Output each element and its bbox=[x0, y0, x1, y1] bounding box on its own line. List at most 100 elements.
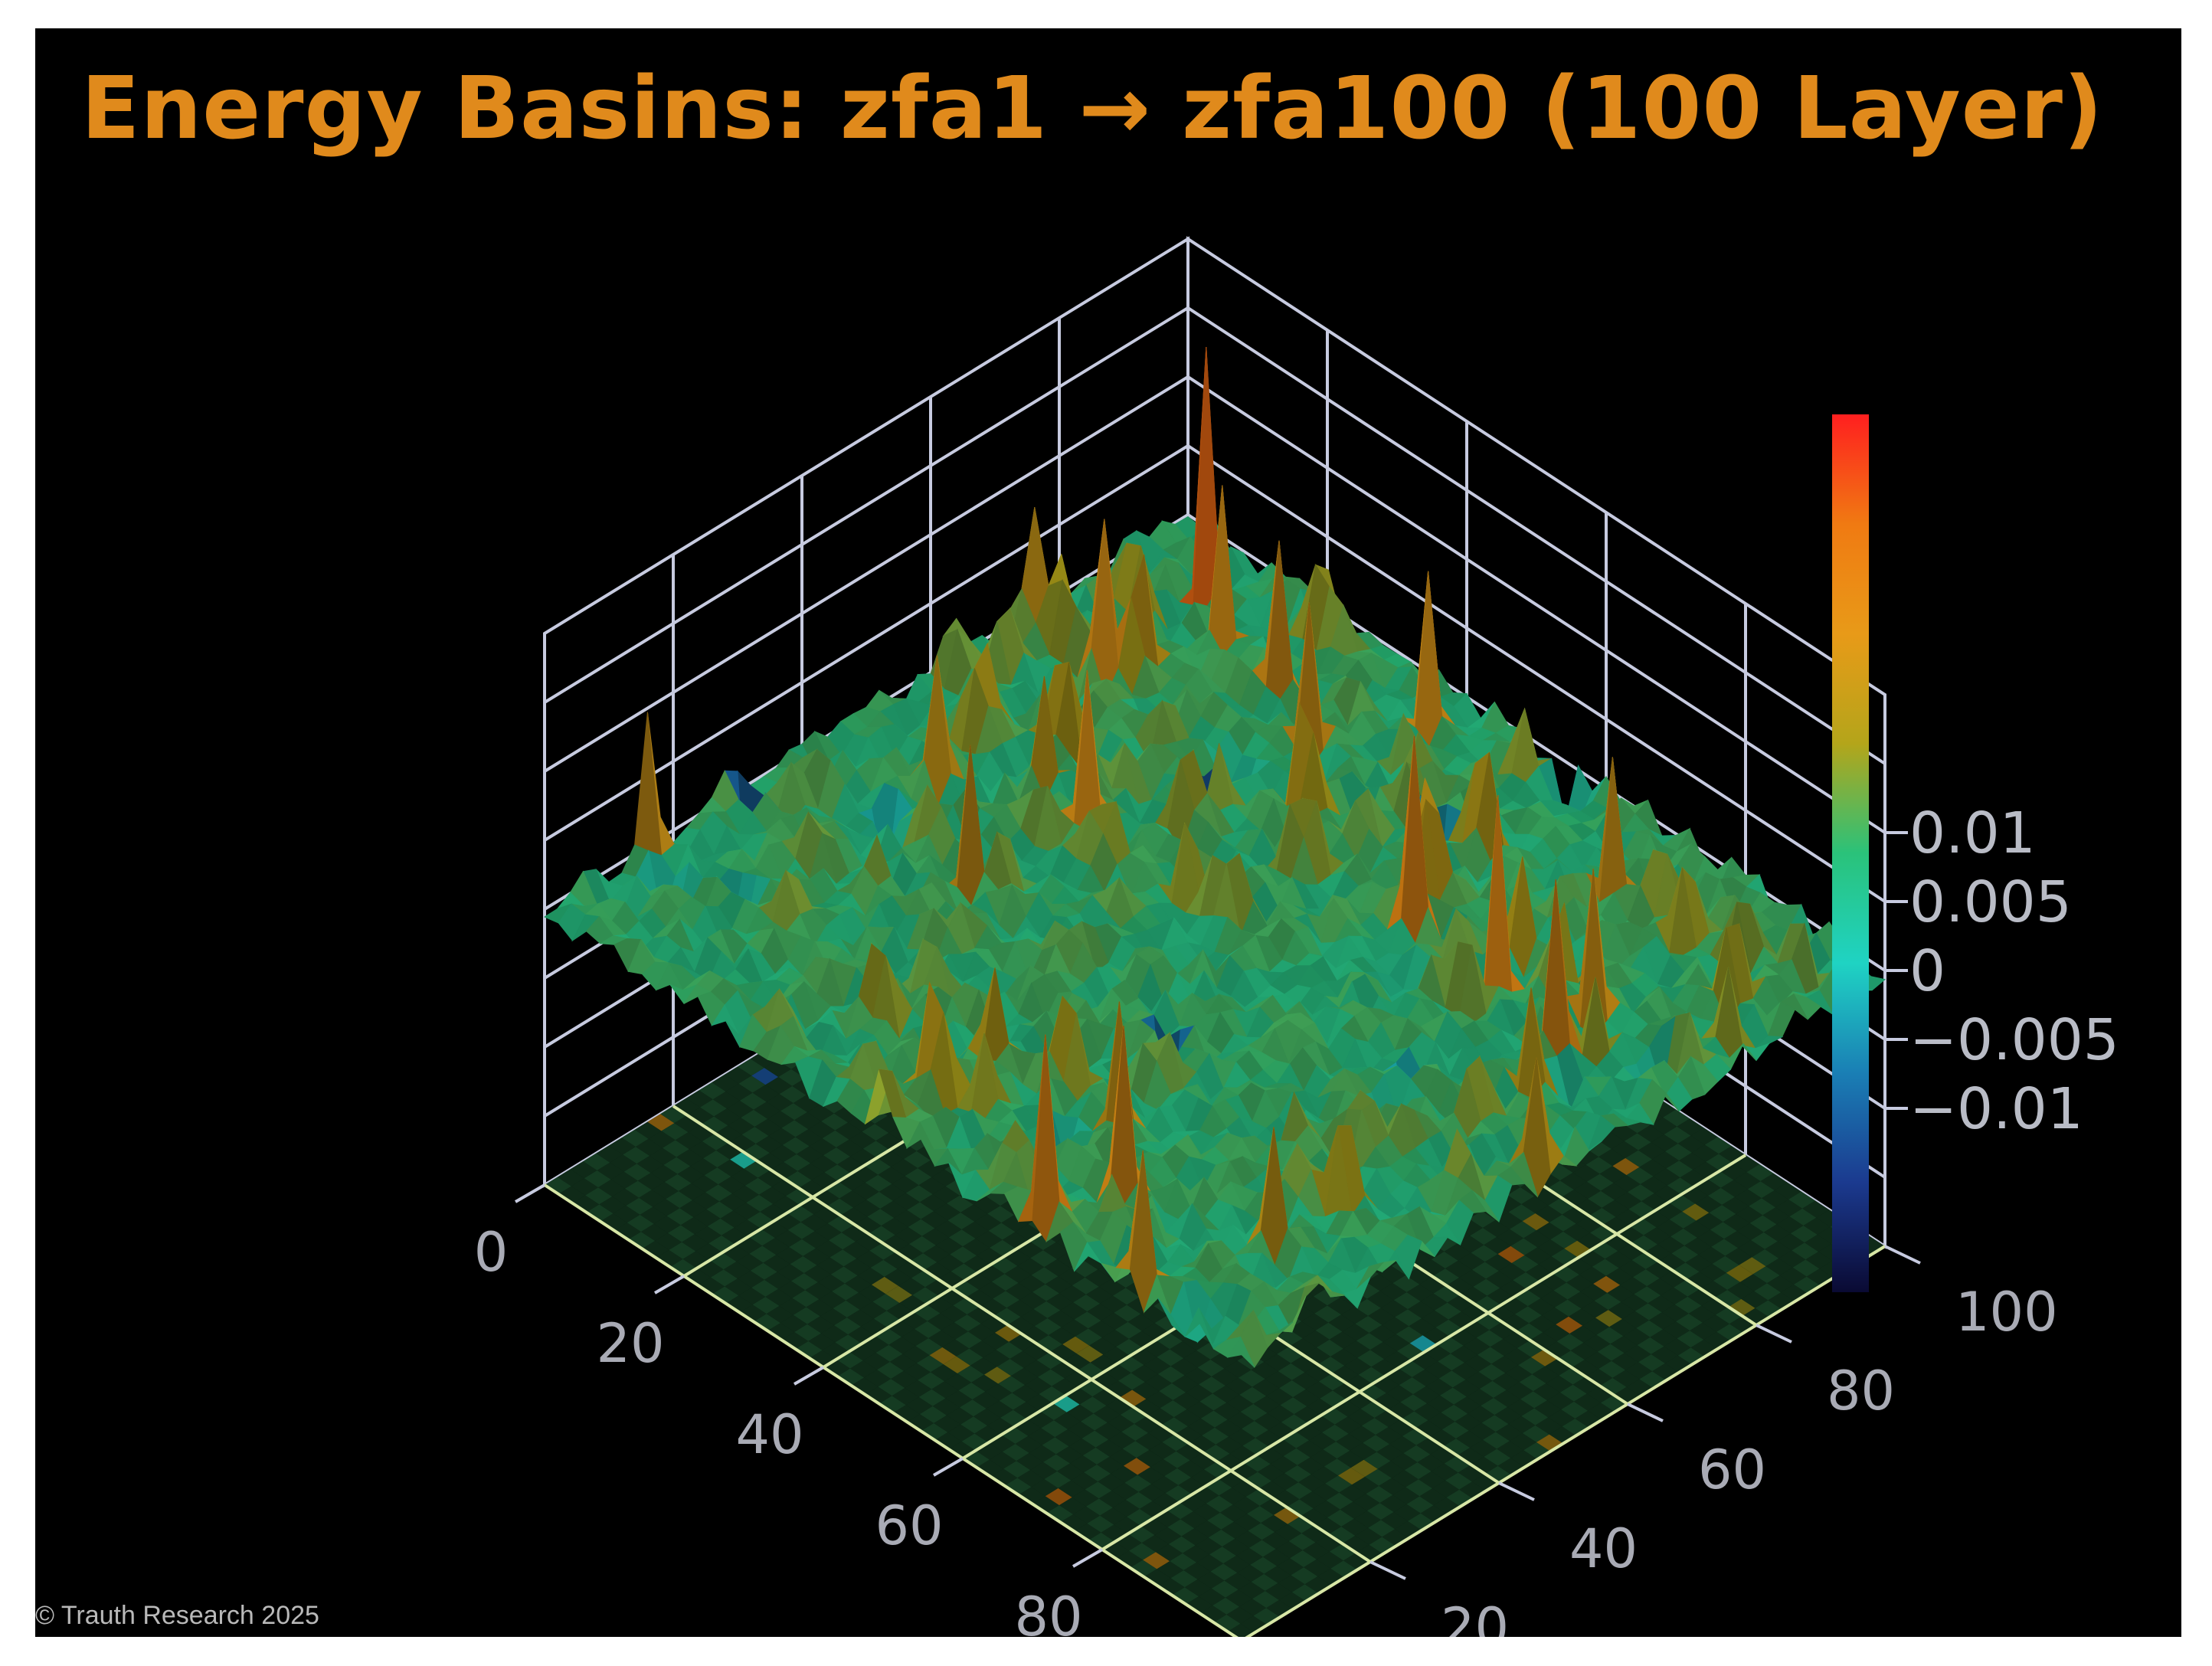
floor-cell bbox=[794, 1112, 822, 1130]
floor-cell bbox=[1561, 1190, 1589, 1207]
floor-cell bbox=[1209, 1547, 1236, 1564]
floor-cell bbox=[1683, 1220, 1710, 1238]
floor-cell bbox=[1535, 1205, 1562, 1222]
floor-cell bbox=[1416, 1437, 1444, 1455]
floor-cell bbox=[1386, 1385, 1413, 1403]
floor-cell bbox=[880, 1200, 908, 1218]
floor-cell bbox=[1001, 1215, 1029, 1232]
floor-cell bbox=[816, 1240, 843, 1258]
floor-cell bbox=[1550, 1231, 1578, 1249]
floor-cell bbox=[1661, 1287, 1688, 1304]
floor-cell bbox=[1304, 1364, 1332, 1382]
floor-cell bbox=[1238, 1370, 1265, 1387]
floor-cell bbox=[908, 1219, 935, 1236]
floor-cell bbox=[625, 1180, 652, 1198]
floor-cell bbox=[932, 1398, 960, 1416]
floor-cell bbox=[1327, 1298, 1354, 1315]
floor-cell bbox=[1412, 1369, 1439, 1386]
floor-cell bbox=[1168, 1536, 1196, 1553]
floor-cell bbox=[1536, 1222, 1563, 1240]
floor-cell bbox=[1221, 1521, 1248, 1539]
floor-cell bbox=[584, 1170, 611, 1188]
floor-gridline bbox=[1101, 1154, 1747, 1551]
floor-cell bbox=[755, 1135, 783, 1154]
floor-cell bbox=[1134, 1416, 1161, 1433]
floor-cell bbox=[1339, 1484, 1366, 1502]
floor-cell bbox=[1572, 1376, 1600, 1394]
floor-cell bbox=[1517, 1340, 1544, 1357]
floor-cell bbox=[655, 1232, 682, 1250]
floor-cell bbox=[1574, 1393, 1601, 1411]
floor-cell bbox=[1049, 1344, 1077, 1362]
floor-cell bbox=[1197, 1359, 1225, 1377]
floor-cell bbox=[837, 1368, 865, 1386]
floor-cell bbox=[1749, 1198, 1776, 1216]
floor-cell bbox=[907, 1202, 934, 1219]
floor-cell bbox=[1457, 1236, 1484, 1253]
floor-cell bbox=[1210, 1563, 1238, 1581]
floor-cell bbox=[1562, 1206, 1589, 1224]
floor-cell bbox=[1290, 1550, 1317, 1568]
floor-cell bbox=[1634, 1303, 1662, 1321]
floor-cell bbox=[934, 1415, 961, 1432]
floor-cell bbox=[1072, 1277, 1099, 1295]
floor-cell bbox=[1188, 1418, 1215, 1435]
floor-cell bbox=[1041, 1420, 1068, 1438]
floor-cell bbox=[1728, 1298, 1756, 1317]
floor-cell bbox=[948, 1229, 976, 1247]
floor-cell bbox=[704, 1167, 731, 1185]
floor-cell bbox=[714, 1108, 741, 1126]
floor-cell bbox=[1032, 1284, 1059, 1301]
floor-cell bbox=[808, 1333, 836, 1350]
floor-cell bbox=[627, 1214, 654, 1232]
floor-cell bbox=[1546, 1375, 1573, 1393]
floor-cell bbox=[990, 1452, 1016, 1469]
floor-cell bbox=[891, 1159, 918, 1177]
floor-cell bbox=[1340, 1501, 1367, 1519]
floor-cell bbox=[1074, 1523, 1101, 1541]
floor-cell bbox=[1393, 1292, 1421, 1310]
floor-cell bbox=[1738, 1240, 1765, 1258]
floor-cell bbox=[1586, 1386, 1614, 1403]
floor-cell bbox=[793, 1307, 820, 1324]
floor-cell bbox=[1645, 1261, 1673, 1278]
floor-cell bbox=[1353, 1494, 1380, 1511]
floor-cell bbox=[1638, 1142, 1665, 1160]
floor-cell bbox=[754, 1118, 782, 1136]
floor-cell bbox=[1712, 1255, 1739, 1273]
floor-cell bbox=[1344, 1357, 1372, 1375]
floor-cell bbox=[1510, 1238, 1538, 1255]
floor-cell bbox=[650, 1164, 678, 1183]
floor-cell bbox=[1248, 1540, 1276, 1557]
floor-cell bbox=[1102, 1330, 1129, 1347]
floor-cell bbox=[956, 1348, 983, 1366]
floor-cell bbox=[1261, 1532, 1289, 1550]
floor-cell bbox=[1225, 1589, 1252, 1607]
floor-cell bbox=[1579, 1266, 1606, 1284]
floor-cell bbox=[1376, 1427, 1402, 1445]
floor-cell bbox=[1639, 1159, 1667, 1177]
floor-cell bbox=[1701, 1298, 1729, 1315]
floor-cell bbox=[626, 1197, 653, 1215]
floor-cell bbox=[1559, 1367, 1586, 1385]
floor-cell bbox=[1154, 1527, 1182, 1544]
floor-cell bbox=[741, 1109, 768, 1127]
surface-plot[interactable]: 0204060801000204060801000.010.0050−0.005… bbox=[35, 28, 2181, 1637]
floor-cell bbox=[1076, 1345, 1104, 1363]
floor-cell bbox=[613, 1206, 640, 1223]
floor-cell bbox=[1194, 1520, 1222, 1538]
floor-cell bbox=[1522, 1213, 1549, 1231]
floor-cell bbox=[1640, 1176, 1667, 1193]
floor-cell bbox=[1199, 1588, 1225, 1605]
floor-cell bbox=[1650, 1117, 1677, 1134]
floor-cell bbox=[1017, 1258, 1045, 1275]
floor-cell bbox=[1144, 1357, 1171, 1374]
floor-cell bbox=[778, 1281, 806, 1298]
floor-cell bbox=[918, 1372, 945, 1389]
floor-cell bbox=[751, 1068, 779, 1085]
floor-cell bbox=[1540, 1290, 1568, 1308]
floor-cell bbox=[1653, 1168, 1680, 1186]
floor-cell bbox=[636, 1138, 663, 1156]
floor-cell bbox=[991, 1274, 1019, 1291]
floor-cell bbox=[909, 1236, 936, 1253]
